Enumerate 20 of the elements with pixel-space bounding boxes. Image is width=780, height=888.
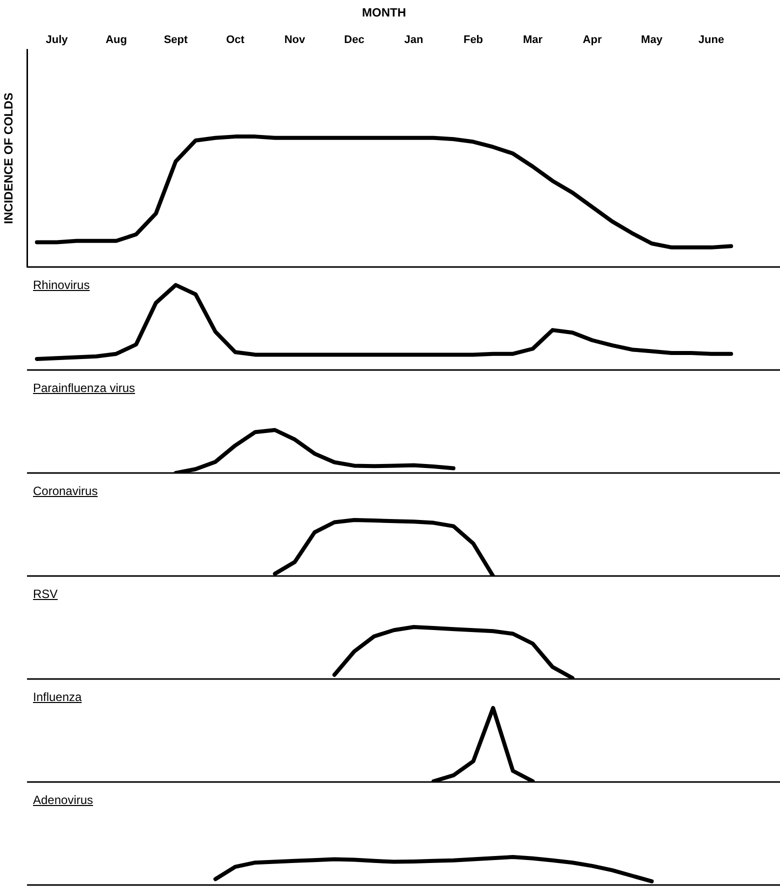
- chart-title: Rhinovirus: [33, 278, 90, 292]
- y-axis-title: INCIDENCE OF COLDS: [2, 92, 16, 224]
- x-tick-label: Apr: [582, 34, 602, 46]
- x-tick-label: Feb: [463, 34, 484, 46]
- x-tick-label: May: [641, 34, 664, 46]
- x-tick-label: July: [46, 34, 69, 46]
- chart-title: Adenovirus: [33, 793, 94, 807]
- x-tick-label: Nov: [284, 34, 306, 46]
- x-tick-label: Sept: [164, 34, 188, 46]
- x-tick-label: Oct: [226, 34, 245, 46]
- chart-title: Parainfluenza virus: [33, 381, 136, 395]
- x-axis-title: MONTH: [362, 6, 406, 20]
- chart-title: Influenza: [33, 690, 82, 704]
- chart-title: Coronavirus: [33, 484, 98, 498]
- x-tick-label: Dec: [344, 34, 364, 46]
- x-tick-label: Aug: [106, 34, 127, 46]
- x-tick-label: June: [698, 34, 724, 46]
- x-tick-label: Jan: [404, 34, 424, 46]
- chart-title: RSV: [33, 587, 58, 601]
- x-tick-label: Mar: [522, 34, 544, 46]
